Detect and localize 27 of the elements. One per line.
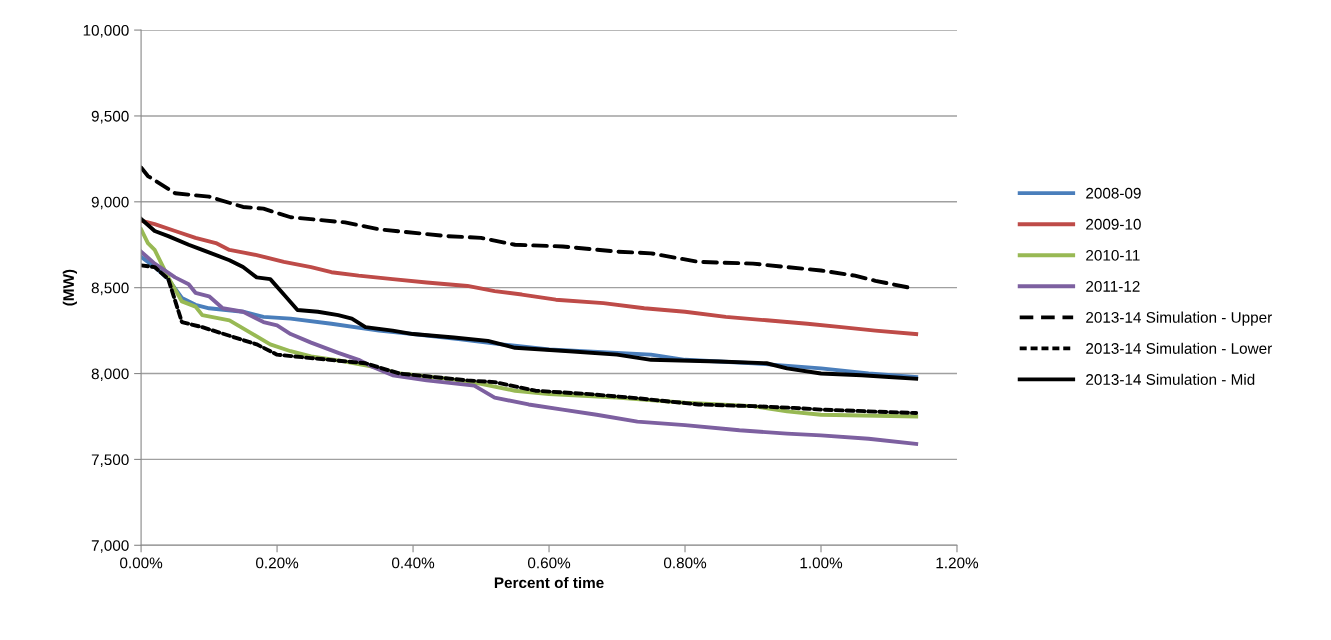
legend-label: 2010-11 <box>1086 249 1140 261</box>
x-tick-label: 0.60% <box>527 557 571 569</box>
line-series <box>141 249 919 446</box>
x-tick-label: 0.20% <box>256 557 299 569</box>
x-tick-label: 0.00% <box>120 557 163 569</box>
x-tick-label: 0.80% <box>663 557 707 569</box>
x-tick-label: 1.20% <box>936 557 979 569</box>
line-series <box>141 165 912 290</box>
x-axis-title: Percent of time <box>494 576 604 589</box>
y-tick-label: 9,500 <box>91 110 129 124</box>
legend-label: 2011-12 <box>1086 280 1140 292</box>
legend-label: 2013-14 Simulation - Upper <box>1086 311 1272 326</box>
y-tick-label: 7,500 <box>91 454 129 467</box>
y-axis-title: (MW) <box>62 269 77 306</box>
y-tick-label: 7,000 <box>91 540 129 553</box>
y-tick-label: 8,500 <box>91 282 129 296</box>
legend-label: 2013-14 Simulation - Mid <box>1086 373 1255 385</box>
x-tick-label: 0.40% <box>391 557 435 569</box>
legend-label: 2013-14 Simulation - Lower <box>1086 342 1272 354</box>
y-tick-label: 8,000 <box>91 368 129 382</box>
y-tick-label: 10,000 <box>83 24 129 38</box>
legend-label: 2008-09 <box>1086 187 1141 199</box>
x-tick-label: 1.00% <box>800 557 843 569</box>
legend-label: 2009-10 <box>1086 218 1141 230</box>
line-series <box>141 217 919 381</box>
y-tick-label: 9,000 <box>91 196 129 210</box>
line-series <box>141 263 919 415</box>
